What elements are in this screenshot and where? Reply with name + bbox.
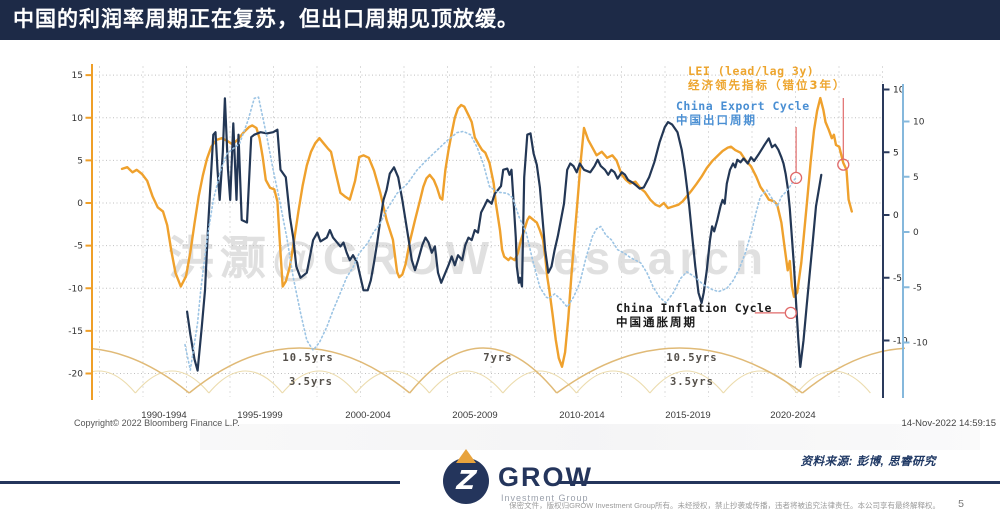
x-axis-label: 1990-1994 [141, 410, 187, 421]
x-axis-label: 2015-2019 [665, 410, 711, 421]
svg-text:-10: -10 [893, 337, 908, 347]
cycle-arcs [92, 370, 871, 394]
grow-logo-triangle-icon [456, 449, 476, 463]
svg-text:5: 5 [893, 148, 899, 158]
cycle-arc-labels: 10.5yrs 7yrs 10.5yrs 3.5yrs 3.5yrs [282, 352, 717, 388]
svg-text:5: 5 [913, 173, 919, 183]
annotation-lei: LEI (lead/lag 3y) 经济领先指标（错位3年） [688, 64, 847, 92]
x-axis-label: 2010-2014 [559, 410, 605, 421]
series-lei [120, 96, 853, 368]
bloomberg-copyright: Copyright© 2022 Bloomberg Finance L.P. [74, 418, 240, 428]
title-bar: 中国的利润率周期正在复苏，但出口周期见顶放缓。 [0, 0, 1000, 40]
data-source-note: 资料来源: 彭博, 思睿研究 [800, 456, 936, 468]
annotation-lei-en: LEI (lead/lag 3y) [688, 64, 815, 78]
annotation-markers [754, 98, 850, 320]
brand-rule-right [558, 481, 1000, 484]
right-inner-axis: 10 5 0 -5 -10 [882, 84, 908, 398]
series-export [184, 96, 797, 371]
brand-rule-left [0, 481, 400, 484]
annotation-inflation-en: China Inflation Cycle [616, 301, 772, 315]
svg-text:0: 0 [913, 228, 919, 238]
svg-text:5: 5 [77, 156, 83, 166]
svg-text:-5: -5 [893, 274, 902, 284]
svg-text:0: 0 [893, 211, 899, 221]
svg-text:-10: -10 [913, 339, 928, 349]
watermark: 洪灏@GROW Research [168, 232, 769, 284]
svg-text:-5: -5 [74, 242, 83, 252]
svg-text:10: 10 [72, 114, 84, 124]
x-axis-label: 2020-2024 [770, 410, 816, 421]
x-axis-label: 2000-2004 [345, 410, 391, 421]
grow-logo-letter: Z [454, 466, 477, 496]
annotation-inflation-cn: 中国通胀周期 [616, 314, 697, 329]
grow-logo-subtext: Investment Group [501, 493, 589, 503]
x-axis-label: 1995-1999 [237, 410, 283, 421]
svg-text:-15: -15 [68, 327, 83, 337]
page-title: 中国的利润率周期正在复苏，但出口周期见顶放缓。 [13, 8, 519, 31]
svg-text:0: 0 [77, 199, 83, 209]
series-inflation [186, 97, 823, 372]
background-smudge [200, 424, 980, 450]
svg-text:3.5yrs: 3.5yrs [289, 376, 333, 388]
chart-timestamp: 14-Nov-2022 14:59:15 [901, 418, 996, 429]
svg-text:3.5yrs: 3.5yrs [670, 376, 714, 388]
svg-text:-20: -20 [68, 370, 83, 380]
annotation-export-en: China Export Cycle [676, 99, 810, 113]
x-axis-label: 2005-2009 [452, 410, 498, 421]
right-outer-axis: 10 5 0 -5 -10 [902, 84, 928, 398]
cycle-arcs [92, 347, 905, 394]
svg-text:-5: -5 [913, 283, 922, 293]
grow-logo-icon: Z [443, 458, 489, 504]
page-number: 5 [958, 498, 964, 510]
annotation-inflation: China Inflation Cycle 中国通胀周期 [616, 301, 772, 329]
svg-text:15: 15 [72, 71, 83, 81]
annotation-export: China Export Cycle 中国出口周期 [676, 99, 810, 127]
left-axis: 15 10 5 0 -5 -10 -15 -20 [68, 64, 93, 400]
confidentiality-disclaimer: 保密文件，版权归GROW Investment Group所有。未经授权，禁止抄… [509, 501, 940, 510]
grow-logo-text: GROW [498, 462, 593, 492]
svg-text:-10: -10 [68, 284, 83, 294]
svg-text:10: 10 [893, 86, 905, 96]
svg-text:10: 10 [913, 118, 925, 128]
annotation-export-cn: 中国出口周期 [676, 112, 757, 127]
svg-text:10.5yrs: 10.5yrs [666, 352, 717, 364]
annotation-lei-cn: 经济领先指标（错位3年） [688, 77, 847, 92]
svg-text:7yrs: 7yrs [483, 352, 512, 364]
svg-text:10.5yrs: 10.5yrs [282, 352, 333, 364]
